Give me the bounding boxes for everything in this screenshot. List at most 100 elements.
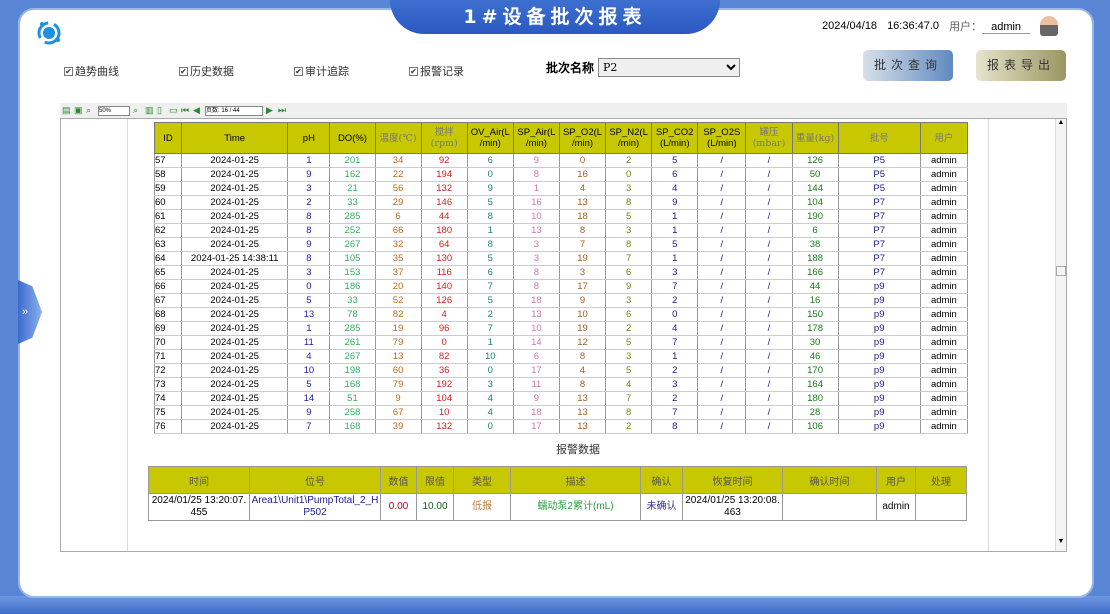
table-cell: admin bbox=[919, 349, 969, 364]
table-cell: 8 bbox=[466, 237, 514, 252]
filter-checkbox-3[interactable]: ✔ 报警记录 bbox=[409, 63, 464, 79]
zoom-out-icon[interactable]: ⌕ bbox=[133, 106, 139, 115]
table-row: 70 2024-01-25 11 261 79 0 1 14 12 5 7//30 p9 admin bbox=[153, 335, 969, 350]
table-cell: 59 bbox=[153, 181, 183, 196]
table-cell: 58 bbox=[153, 167, 183, 182]
batch-select[interactable]: P2 bbox=[598, 58, 741, 77]
table-cell: 10 bbox=[287, 363, 331, 378]
table-cell: 44 bbox=[420, 209, 468, 224]
prev-page-icon[interactable]: ◀ bbox=[193, 106, 200, 115]
table-cell: 116 bbox=[420, 265, 468, 280]
last-page-icon[interactable]: ⏭ bbox=[278, 106, 287, 115]
table-cell: 20 bbox=[374, 279, 422, 294]
table-cell: p9 bbox=[837, 391, 921, 406]
filter-checkbox-2[interactable]: ✔ 审计追踪 bbox=[294, 63, 349, 79]
checkbox-icon[interactable]: ✔ bbox=[179, 66, 188, 76]
table-cell: 10 bbox=[512, 209, 560, 224]
table-cell: p9 bbox=[837, 349, 921, 364]
first-page-icon[interactable]: ⏮ bbox=[181, 106, 190, 115]
table-cell: / bbox=[745, 265, 793, 280]
table-cell: 52 bbox=[374, 293, 422, 308]
next-page-icon[interactable]: ▶ bbox=[266, 106, 273, 115]
table-cell: 3 bbox=[605, 181, 653, 196]
table-cell: / bbox=[745, 223, 793, 238]
table-cell: 3 bbox=[287, 265, 331, 280]
table-cell: 14 bbox=[287, 391, 331, 406]
zoom-icon[interactable]: ⌕ bbox=[86, 106, 92, 115]
alarm-cell: 2024/01/25 13:20:07.455 bbox=[148, 493, 250, 521]
batch-query-button[interactable]: 批次查询 bbox=[863, 50, 953, 81]
table-cell: p9 bbox=[837, 307, 921, 322]
alarm-cell: 蠕动泵2累计(mL) bbox=[510, 493, 641, 521]
table-cell: 6 bbox=[605, 307, 653, 322]
print-icon[interactable]: ▤ bbox=[62, 106, 71, 115]
alarm-column-header: 描述 bbox=[510, 466, 641, 494]
table-cell: 3 bbox=[605, 349, 653, 364]
table-cell: / bbox=[697, 307, 747, 322]
two-page-icon[interactable]: ▭ bbox=[169, 106, 178, 115]
table-cell: 5 bbox=[466, 251, 514, 266]
zoom-select[interactable]: 50% bbox=[98, 105, 130, 116]
table-cell: 8 bbox=[605, 195, 653, 210]
filter-checkbox-0[interactable]: ✔ 趋势曲线 bbox=[64, 63, 119, 79]
table-cell: 2024-01-25 bbox=[181, 209, 289, 224]
table-cell: admin bbox=[919, 363, 969, 378]
table-cell: 252 bbox=[329, 223, 376, 238]
table-cell: / bbox=[697, 405, 747, 420]
table-cell: 14 bbox=[512, 335, 560, 350]
table-cell: 1 bbox=[651, 209, 699, 224]
column-header: Time bbox=[181, 122, 289, 154]
table-cell: / bbox=[745, 349, 793, 364]
table-cell: 5 bbox=[287, 293, 331, 308]
table-cell: 6 bbox=[466, 265, 514, 280]
table-cell: 194 bbox=[420, 167, 468, 182]
table-cell: 9 bbox=[651, 195, 699, 210]
table-cell: 67 bbox=[374, 405, 422, 420]
table-cell: 4 bbox=[651, 321, 699, 336]
table-cell: / bbox=[697, 237, 747, 252]
filter-checkbox-1[interactable]: ✔ 历史数据 bbox=[179, 63, 234, 79]
table-cell: / bbox=[697, 293, 747, 308]
table-cell: 104 bbox=[791, 195, 839, 210]
table-cell: 5 bbox=[651, 153, 699, 168]
table-cell: P7 bbox=[837, 265, 921, 280]
table-cell: 3 bbox=[651, 377, 699, 392]
report-export-button[interactable]: 报表导出 bbox=[976, 50, 1066, 81]
scroll-thumb[interactable] bbox=[1056, 266, 1066, 276]
checkbox-icon[interactable]: ✔ bbox=[64, 66, 73, 76]
table-cell: 0 bbox=[466, 419, 514, 434]
table-cell: 10 bbox=[558, 307, 607, 322]
scroll-down-icon[interactable]: ▼ bbox=[1057, 538, 1065, 545]
avatar-icon[interactable] bbox=[1040, 16, 1059, 36]
table-cell: 106 bbox=[791, 419, 839, 434]
table-cell: 180 bbox=[791, 391, 839, 406]
table-cell: 2 bbox=[287, 195, 331, 210]
current-date: 2024/04/18 bbox=[822, 20, 878, 32]
checkbox-icon[interactable]: ✔ bbox=[409, 66, 418, 76]
table-cell: 10 bbox=[420, 405, 468, 420]
alarm-column-header: 确认时间 bbox=[782, 466, 877, 494]
page-input[interactable]: 页数: 16 / 44 bbox=[205, 105, 263, 116]
table-cell: 3 bbox=[287, 181, 331, 196]
table-cell: 13 bbox=[287, 307, 331, 322]
table-row: 76 2024-01-25 7 168 39 132 0 17 13 2 8//106 p9 admin bbox=[153, 419, 969, 434]
checkbox-icon[interactable]: ✔ bbox=[294, 66, 303, 76]
vertical-scrollbar[interactable]: ▲ ▼ bbox=[1055, 119, 1066, 551]
table-cell: / bbox=[745, 195, 793, 210]
print-setup-icon[interactable]: ▣ bbox=[74, 106, 83, 115]
scroll-up-icon[interactable]: ▲ bbox=[1057, 119, 1065, 126]
column-header: ID bbox=[153, 122, 183, 154]
table-cell: 18 bbox=[512, 405, 560, 420]
table-cell: 60 bbox=[374, 363, 422, 378]
one-page-icon[interactable]: ▯ bbox=[157, 106, 162, 115]
table-cell: 5 bbox=[287, 377, 331, 392]
current-user: admin bbox=[982, 21, 1031, 34]
table-cell: 104 bbox=[420, 391, 468, 406]
page-width-icon[interactable]: ▥ bbox=[145, 106, 154, 115]
table-row: 68 2024-01-25 13 78 82 4 2 13 10 6 0//150 p9 admin bbox=[153, 307, 969, 322]
table-cell: admin bbox=[919, 391, 969, 406]
table-cell: 146 bbox=[420, 195, 468, 210]
table-cell: 2024-01-25 bbox=[181, 321, 289, 336]
table-cell: / bbox=[745, 377, 793, 392]
table-cell: 126 bbox=[420, 293, 468, 308]
